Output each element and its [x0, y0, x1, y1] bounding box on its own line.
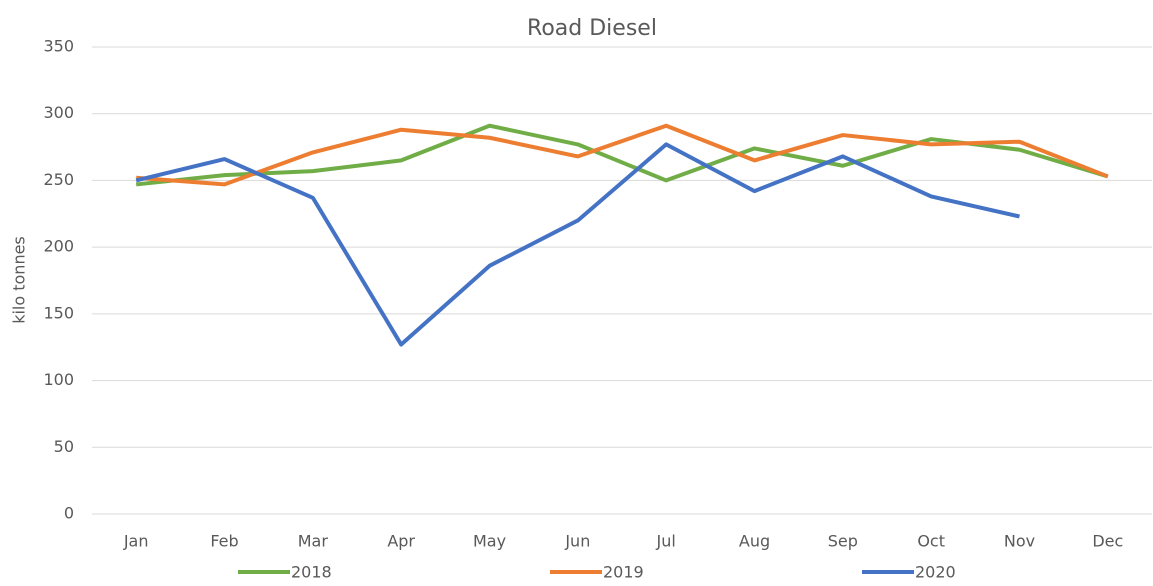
x-tick-label: Feb: [210, 532, 238, 551]
x-tick-label: Jan: [123, 532, 149, 551]
x-tick-label: Jun: [564, 532, 590, 551]
legend-label: 2019: [603, 563, 644, 582]
y-tick-label: 250: [43, 170, 74, 189]
y-tick-label: 200: [43, 237, 74, 256]
x-tick-label: Mar: [298, 532, 329, 551]
x-tick-label: Nov: [1004, 532, 1035, 551]
series-line: [136, 123, 1109, 187]
x-tick-label: Jul: [656, 532, 676, 551]
y-axis-label: kilo tonnes: [10, 236, 29, 324]
x-tick-label: Aug: [739, 532, 770, 551]
y-tick-label: 350: [43, 37, 74, 56]
x-tick-label: Dec: [1092, 532, 1123, 551]
x-tick-label: May: [473, 532, 506, 551]
x-tick-label: Oct: [917, 532, 945, 551]
y-tick-label: 0: [64, 504, 74, 523]
y-tick-label: 150: [43, 303, 74, 322]
chart-title: Road Diesel: [527, 16, 657, 41]
y-tick-label: 100: [43, 370, 74, 389]
x-tick-label: Apr: [387, 532, 415, 551]
y-tick-label: 300: [43, 103, 74, 122]
legend-label: 2018: [291, 563, 332, 582]
y-tick-label: 50: [54, 437, 74, 456]
series-line: [135, 142, 1020, 347]
legend-label: 2020: [915, 563, 956, 582]
x-tick-label: Sep: [828, 532, 858, 551]
series-line: [135, 123, 1109, 187]
